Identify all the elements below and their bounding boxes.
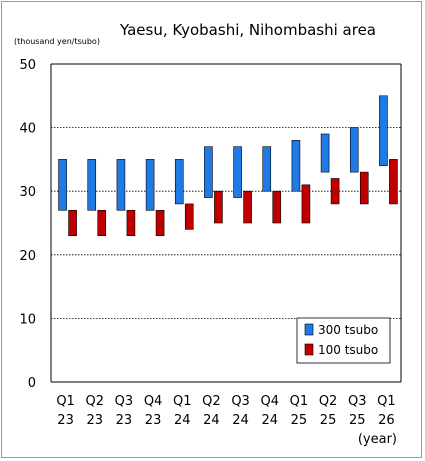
- bar-100-tsubo-Q4-24: [272, 190, 282, 224]
- bar-300-tsubo-Q2-23: [87, 159, 97, 211]
- bar-300-tsubo-Q2-24: [204, 146, 213, 198]
- legend-label-100-tsubo: 100 tsubo: [318, 343, 378, 357]
- bar-100-tsubo-Q3-24: [243, 190, 252, 224]
- x-tick-year: 25: [291, 413, 308, 428]
- y-tick-label: 50: [19, 58, 36, 73]
- x-tick-quarter: Q2: [202, 394, 221, 409]
- chart-title: Yaesu, Kyobashi, Nihombashi area: [119, 21, 376, 39]
- x-tick-quarter: Q1: [56, 394, 75, 409]
- bar-300-tsubo-Q3-23: [116, 159, 126, 211]
- bar-300-tsubo-Q2-25: [320, 133, 330, 173]
- x-tick-year: 24: [203, 413, 220, 428]
- bar-100-tsubo-Q2-24: [214, 190, 223, 224]
- bar-100-tsubo-Q1-26: [389, 159, 398, 205]
- x-tick-quarter: Q3: [115, 394, 134, 409]
- y-axis-unit-label: (thousand yen/tsubo): [14, 37, 100, 46]
- bar-100-tsubo-Q1-23: [68, 209, 77, 237]
- x-tick-year: 24: [261, 413, 278, 428]
- bar-300-tsubo-Q1-24: [174, 159, 184, 205]
- bar-300-tsubo-Q1-25: [291, 140, 301, 192]
- y-tick-label: 30: [19, 185, 36, 200]
- x-tick-year: 25: [349, 413, 366, 428]
- bar-100-tsubo-Q3-25: [359, 171, 369, 205]
- bar-300-tsubo-Q1-23: [58, 159, 67, 211]
- y-tick-label: 40: [19, 122, 36, 137]
- bar-100-tsubo-Q1-25: [301, 184, 311, 224]
- x-tick-quarter: Q3: [231, 394, 250, 409]
- x-tick-quarter: Q2: [319, 394, 338, 409]
- x-tick-quarter: Q1: [173, 394, 192, 409]
- bar-100-tsubo-Q2-23: [97, 209, 107, 237]
- x-tick-quarter: Q4: [260, 394, 279, 409]
- x-axis-unit-label: (year): [358, 432, 397, 447]
- y-tick-label: 20: [19, 249, 36, 264]
- bar-100-tsubo-Q1-24: [184, 203, 194, 230]
- x-tick-quarter: Q2: [85, 394, 104, 409]
- x-tick-year: 23: [145, 413, 162, 428]
- bar-300-tsubo-Q3-24: [233, 146, 242, 198]
- x-tick-quarter: Q1: [290, 394, 309, 409]
- x-tick-quarter: Q4: [144, 394, 163, 409]
- bar-100-tsubo-Q4-23: [155, 209, 165, 237]
- legend-swatch-100-tsubo: [304, 343, 314, 356]
- x-tick-year: 23: [116, 413, 133, 428]
- legend-swatch-300-tsubo: [304, 323, 314, 336]
- x-tick-quarter: Q1: [377, 394, 396, 409]
- x-axis-ticks: Q1 23 Q2 23 Q3 23 Q4 23 Q1 24 Q2 24 Q3 24 Q4 24 Q1 25 Q2 25…: [56, 394, 395, 428]
- bar-100-tsubo-Q3-23: [126, 209, 136, 237]
- x-tick-year: 23: [57, 413, 74, 428]
- y-tick-label: 10: [19, 312, 36, 327]
- y-tick-label: 0: [28, 376, 36, 391]
- bar-300-tsubo-Q3-25: [349, 127, 359, 173]
- bar-300-tsubo-Q4-23: [145, 159, 155, 211]
- x-tick-year: 24: [232, 413, 249, 428]
- bar-300-tsubo-Q1-26: [379, 95, 388, 167]
- x-tick-year: 23: [86, 413, 103, 428]
- x-tick-year: 25: [320, 413, 337, 428]
- x-tick-year: 26: [378, 413, 395, 428]
- y-axis-ticks: 0 10 20 30 40 50: [19, 58, 36, 391]
- x-tick-quarter: Q3: [348, 394, 367, 409]
- legend: 300 tsubo 100 tsubo: [296, 317, 391, 364]
- bar-marks: [58, 95, 398, 237]
- bar-100-tsubo-Q2-25: [330, 178, 340, 205]
- x-tick-year: 24: [174, 413, 191, 428]
- legend-label-300-tsubo: 300 tsubo: [318, 323, 378, 337]
- gridlines: [50, 63, 402, 383]
- bar-300-tsubo-Q4-24: [262, 146, 272, 192]
